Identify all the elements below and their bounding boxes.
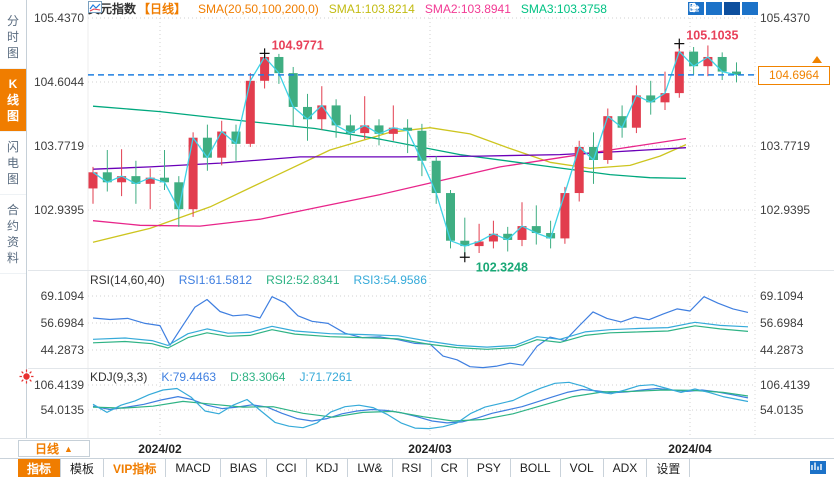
x-axis-row: [0, 438, 834, 458]
rsi-header: RSI(14,60,40) RSI1:61.5812 RSI2:52.8341 …: [90, 273, 427, 287]
sidebar-item-contract-info[interactable]: 合约资料: [0, 195, 26, 274]
indicator-tab-0[interactable]: 指标: [18, 459, 62, 477]
price-up-arrow-icon: [812, 56, 822, 63]
kdj-d-value: D:83.3064: [230, 370, 286, 384]
indicator-tab-1[interactable]: 模板: [61, 459, 105, 477]
indicator-tab-12[interactable]: VOL: [561, 459, 604, 477]
y-axis-label: 102.9395: [33, 203, 84, 217]
indicator-tab-10[interactable]: PSY: [468, 459, 511, 477]
y-axis-label: 44.2873: [40, 343, 84, 357]
rsi-params[interactable]: RSI(14,60,40): [90, 273, 165, 287]
y-axis-label: 56.6984: [40, 316, 84, 330]
y-axis-label: 54.0135: [40, 403, 84, 417]
zoom-range-icon[interactable]: [689, 2, 722, 15]
x-axis-label: 2024/02: [138, 442, 182, 456]
rsi2-value: RSI2:52.8341: [266, 273, 340, 287]
indicator-tab-11[interactable]: BOLL: [511, 459, 561, 477]
exit-right-icon[interactable]: [690, 2, 758, 15]
y-axis-label: 56.6984: [760, 316, 804, 330]
y-axis-label: 103.7719: [760, 139, 811, 153]
svg-text:105.1035: 105.1035: [686, 29, 738, 43]
period-selector-label: 日线: [35, 442, 60, 456]
svg-text:104.9771: 104.9771: [272, 38, 324, 52]
indicator-tab-3[interactable]: MACD: [166, 459, 221, 477]
sma3-value: SMA3:103.3758: [520, 1, 607, 16]
svg-text:102.3248: 102.3248: [476, 260, 528, 274]
y-axis-label: 44.2873: [760, 343, 804, 357]
indicator-tab-6[interactable]: KDJ: [307, 459, 349, 477]
y-axis-label: 105.4370: [33, 11, 84, 25]
x-axis-label: 2024/03: [408, 442, 452, 456]
indicator-tab-9[interactable]: CR: [432, 459, 468, 477]
indicator-tab-5[interactable]: CCI: [267, 459, 307, 477]
period-selector[interactable]: 日线 ▲: [18, 440, 90, 457]
rsi3-value: RSI3:54.9586: [353, 273, 427, 287]
sma-settings-label[interactable]: SMA(20,50,100,200,0): [198, 1, 319, 16]
indicator-tab-14[interactable]: 设置: [647, 459, 691, 477]
indicator-tab-7[interactable]: LW&: [348, 459, 393, 477]
rsi1-value: RSI1:61.5812: [178, 273, 253, 287]
y-axis-label: 69.1094: [40, 289, 84, 303]
indicator-tab-4[interactable]: BIAS: [221, 459, 268, 477]
chevron-up-icon: ▲: [64, 443, 73, 454]
sma2-value: SMA2:103.8941: [424, 1, 511, 16]
bottom-right-chart-icon[interactable]: [810, 461, 826, 474]
indicator-tab-13[interactable]: ADX: [604, 459, 648, 477]
x-axis-label: 2024/04: [668, 442, 712, 456]
chart-toolbar: [688, 2, 758, 15]
y-axis-label: 106.4139: [760, 378, 811, 392]
y-axis-label: 102.9395: [760, 203, 811, 217]
pan-range-icon[interactable]: [689, 2, 740, 15]
sidebar-item-minute-chart[interactable]: 分时图: [0, 6, 26, 69]
kdj-header: KDJ(9,3,3) K:79.4463 D:83.3064 J:71.7261: [90, 370, 352, 384]
current-price-tag: 104.6964: [758, 66, 830, 85]
indicator-tabs-row: 指标 模板 VIP指标 MACD BIAS CCI KDJ LW& RSI CR PSY BOLL VO…: [0, 458, 834, 477]
y-axis-label: 106.4139: [33, 378, 84, 392]
sidebar-item-flash-chart[interactable]: 闪电图: [0, 132, 26, 195]
indicator-tab-8[interactable]: RSI: [393, 459, 432, 477]
kdj-k-value: K:79.4463: [161, 370, 217, 384]
indicator-tab-2[interactable]: VIP指标: [104, 459, 167, 477]
sma1-value: SMA1:103.8214: [328, 1, 415, 16]
y-axis-label: 105.4370: [760, 11, 811, 25]
kdj-j-value: J:71.7261: [299, 370, 353, 384]
kdj-params[interactable]: KDJ(9,3,3): [90, 370, 148, 384]
period-tag: 【日线】: [138, 2, 187, 16]
y-axis-label: 54.0135: [760, 403, 804, 417]
y-axis-label: 104.6044: [33, 75, 84, 89]
chart-header: 美元指数 【日线】 SMA(20,50,100,200,0) SMA1:103.…: [88, 1, 607, 16]
y-axis-label: 103.7719: [33, 139, 84, 153]
y-axis-label: 69.1094: [760, 289, 804, 303]
